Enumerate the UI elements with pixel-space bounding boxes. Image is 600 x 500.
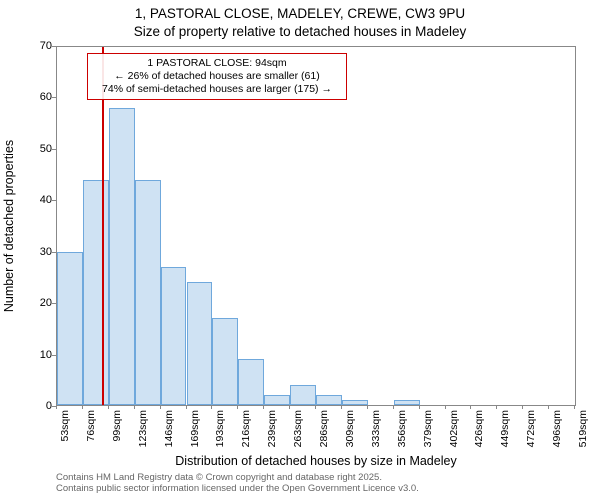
x-tick-mark [367, 405, 368, 409]
x-tick-mark [445, 405, 446, 409]
y-tick-label: 20 [24, 297, 52, 309]
x-tick-label: 496sqm [551, 410, 563, 460]
footer-attribution: Contains HM Land Registry data © Crown c… [56, 472, 419, 495]
annotation-line: 74% of semi-detached houses are larger (… [94, 83, 340, 96]
histogram-bar [212, 318, 238, 405]
x-tick-label: 426sqm [473, 410, 485, 460]
histogram-bar [187, 282, 213, 405]
y-tick-label: 70 [24, 40, 52, 52]
x-tick-label: 169sqm [189, 410, 201, 460]
y-tick-label: 50 [24, 143, 52, 155]
y-tick-label: 0 [24, 400, 52, 412]
chart-title-line2: Size of property relative to detached ho… [0, 24, 600, 39]
x-tick-mark [237, 405, 238, 409]
x-tick-label: 99sqm [111, 410, 123, 460]
x-tick-label: 356sqm [396, 410, 408, 460]
x-tick-mark [522, 405, 523, 409]
y-tick-mark [52, 46, 56, 47]
x-tick-mark [160, 405, 161, 409]
x-tick-mark [82, 405, 83, 409]
plot-area: 1 PASTORAL CLOSE: 94sqm← 26% of detached… [56, 46, 576, 406]
chart-title-line1: 1, PASTORAL CLOSE, MADELEY, CREWE, CW3 9… [0, 6, 600, 21]
histogram-bar [342, 400, 368, 405]
y-tick-label: 10 [24, 349, 52, 361]
histogram-bar [135, 180, 161, 405]
y-tick-label: 30 [24, 246, 52, 258]
x-tick-label: 309sqm [344, 410, 356, 460]
y-tick-label: 40 [24, 194, 52, 206]
x-tick-mark [289, 405, 290, 409]
x-tick-mark [419, 405, 420, 409]
y-tick-mark [52, 303, 56, 304]
y-tick-mark [52, 200, 56, 201]
x-tick-label: 402sqm [448, 410, 460, 460]
chart-container: 1, PASTORAL CLOSE, MADELEY, CREWE, CW3 9… [0, 0, 600, 500]
x-axis-label: Distribution of detached houses by size … [56, 454, 576, 468]
x-tick-mark [108, 405, 109, 409]
x-tick-label: 519sqm [577, 410, 589, 460]
x-tick-label: 193sqm [214, 410, 226, 460]
x-tick-label: 76sqm [85, 410, 97, 460]
x-tick-mark [574, 405, 575, 409]
x-tick-label: 53sqm [59, 410, 71, 460]
x-tick-label: 286sqm [318, 410, 330, 460]
x-tick-mark [134, 405, 135, 409]
y-tick-mark [52, 355, 56, 356]
reference-line [102, 47, 104, 405]
y-tick-mark [52, 97, 56, 98]
x-tick-label: 239sqm [266, 410, 278, 460]
y-tick-mark [52, 149, 56, 150]
annotation-line: 1 PASTORAL CLOSE: 94sqm [94, 57, 340, 70]
x-tick-label: 333sqm [370, 410, 382, 460]
x-tick-mark [393, 405, 394, 409]
footer-line1: Contains HM Land Registry data © Crown c… [56, 472, 419, 483]
histogram-bar [264, 395, 290, 405]
x-tick-label: 123sqm [137, 410, 149, 460]
x-tick-mark [470, 405, 471, 409]
y-axis-label: Number of detached properties [0, 46, 18, 406]
histogram-bar [161, 267, 187, 405]
histogram-bar [290, 385, 316, 405]
footer-line2: Contains public sector information licen… [56, 483, 419, 494]
annotation-box: 1 PASTORAL CLOSE: 94sqm← 26% of detached… [87, 53, 347, 100]
annotation-line: ← 26% of detached houses are smaller (61… [94, 70, 340, 83]
x-tick-mark [341, 405, 342, 409]
x-tick-label: 216sqm [240, 410, 252, 460]
x-tick-label: 146sqm [163, 410, 175, 460]
x-tick-mark [56, 405, 57, 409]
x-tick-label: 263sqm [292, 410, 304, 460]
x-tick-mark [496, 405, 497, 409]
x-tick-mark [548, 405, 549, 409]
histogram-bar [83, 180, 109, 405]
y-tick-mark [52, 252, 56, 253]
x-tick-mark [263, 405, 264, 409]
x-tick-mark [211, 405, 212, 409]
histogram-bar [238, 359, 264, 405]
histogram-bar [57, 252, 83, 405]
y-tick-label: 60 [24, 91, 52, 103]
x-tick-mark [186, 405, 187, 409]
histogram-bar [109, 108, 135, 405]
histogram-bar [316, 395, 342, 405]
x-tick-label: 379sqm [422, 410, 434, 460]
x-tick-label: 472sqm [525, 410, 537, 460]
x-tick-mark [315, 405, 316, 409]
histogram-bar [394, 400, 420, 405]
x-tick-label: 449sqm [499, 410, 511, 460]
